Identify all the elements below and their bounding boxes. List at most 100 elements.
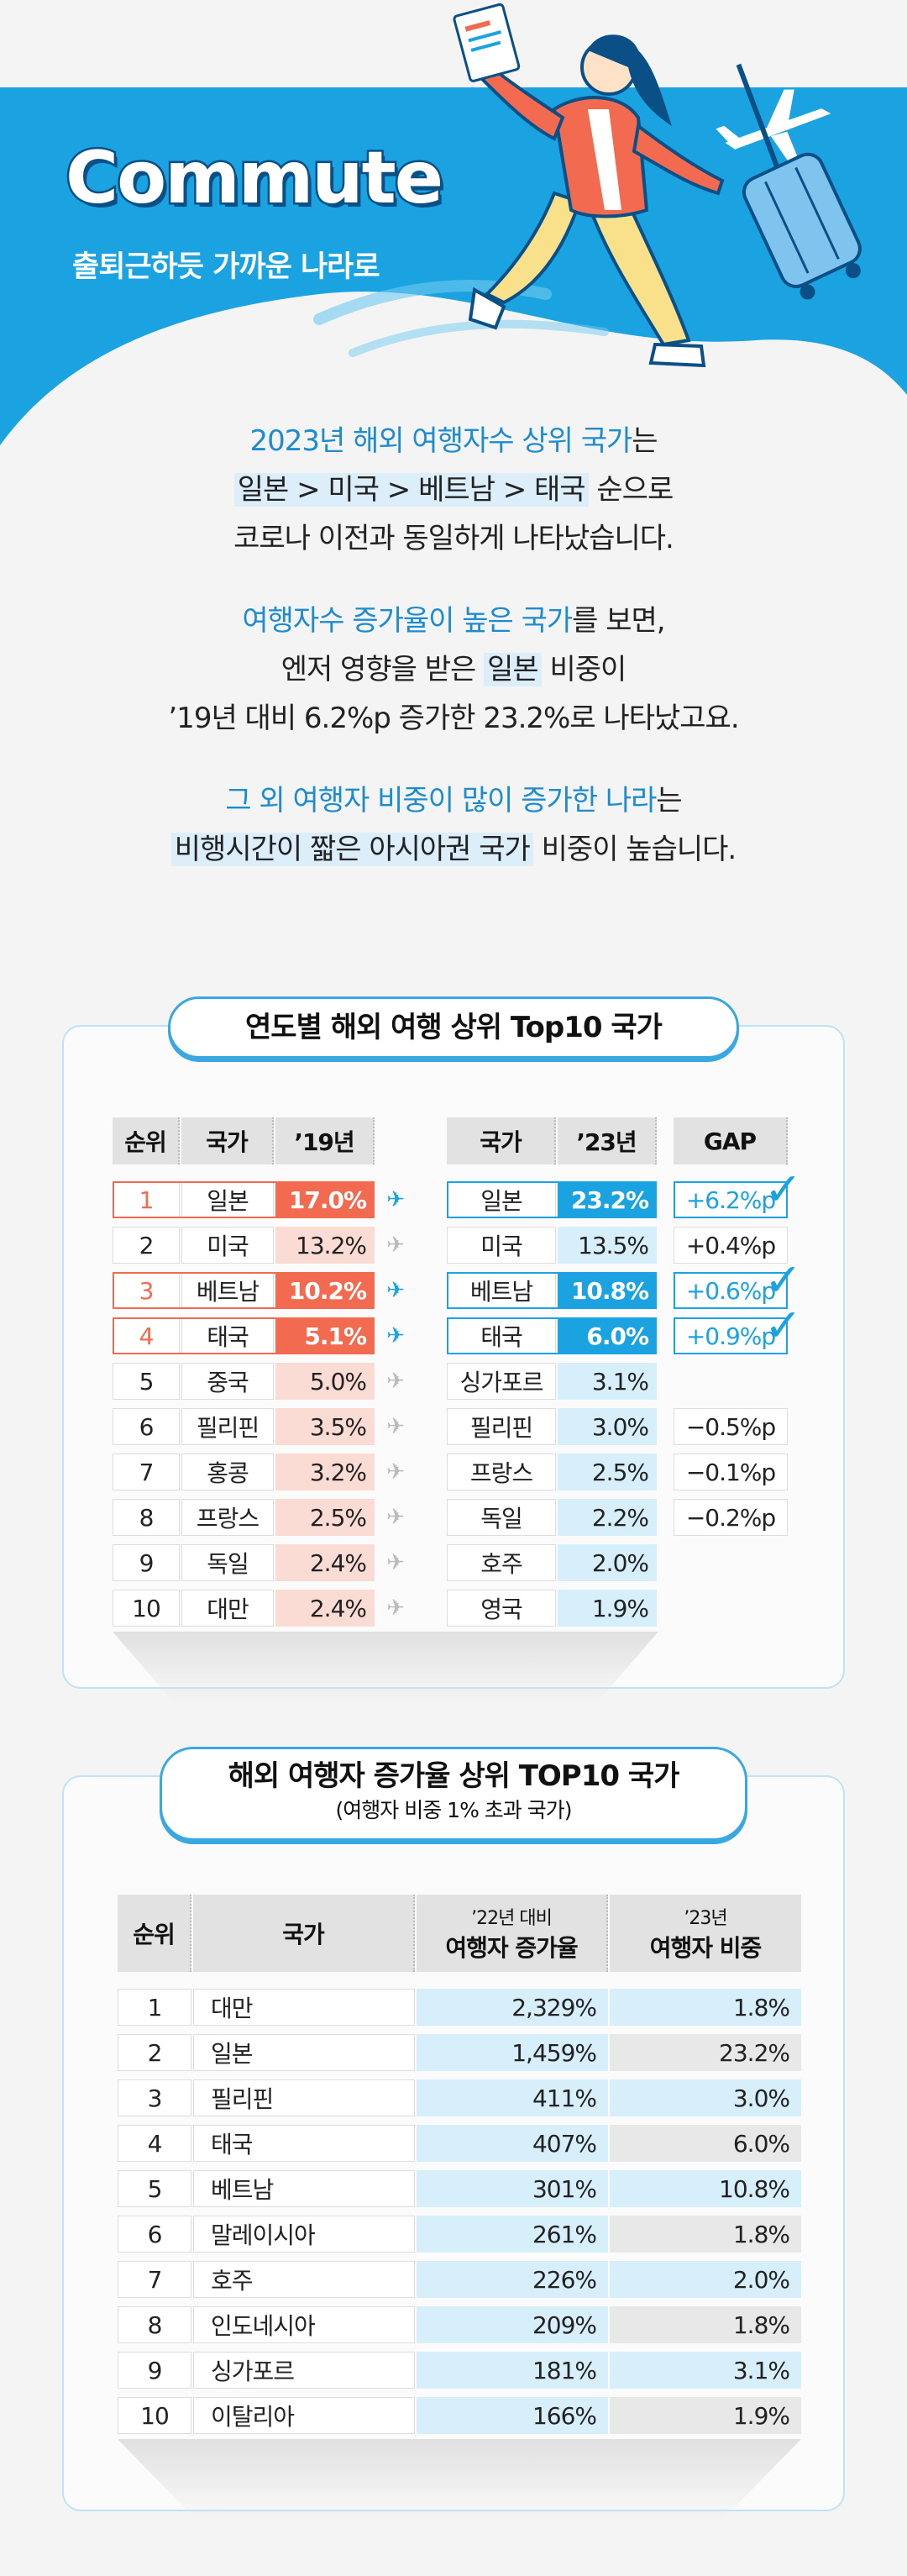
table1-gap: +6.2%p <box>674 1181 788 1218</box>
table2-growth: 181% <box>417 2352 608 2389</box>
table2-country: 태국 <box>193 2125 415 2162</box>
table1-rank: 4 <box>113 1317 180 1354</box>
table1-country19: 대만 <box>181 1590 274 1627</box>
table2-country: 필리핀 <box>193 2079 415 2116</box>
table1-gap: +0.9%p <box>674 1317 788 1354</box>
table2-share: 1.8% <box>610 2216 801 2253</box>
table1-value23: 23.2% <box>558 1181 657 1218</box>
table1-header-country2: 국가 <box>447 1117 556 1164</box>
table2-country: 일본 <box>193 2034 415 2071</box>
table2-share: 6.0% <box>610 2125 801 2162</box>
table2-header-growth: ’22년 대비 여행자 증가율 <box>417 1895 608 1972</box>
table1-value19: 3.2% <box>275 1454 375 1490</box>
table2-rank: 7 <box>118 2261 191 2298</box>
table1-value19: 17.0% <box>275 1181 375 1218</box>
plane-arrow-icon: ✈ <box>386 1278 405 1303</box>
intro-text-span: 순으로 <box>588 473 674 507</box>
table1-value19: 13.2% <box>275 1227 375 1264</box>
table1-header-gap: GAP <box>674 1117 788 1164</box>
table2-growth: 166% <box>417 2397 608 2434</box>
table2-country: 대만 <box>193 1989 415 2026</box>
table2-country: 이탈리아 <box>193 2397 415 2434</box>
table2-growth: 209% <box>417 2306 608 2343</box>
intro-text-span: 는 <box>656 784 682 817</box>
table1-country23: 프랑스 <box>447 1454 556 1490</box>
table2-country: 싱가포르 <box>193 2352 415 2389</box>
table1-rank: 2 <box>113 1227 180 1264</box>
table2-header-growth-small: ’22년 대비 <box>471 1908 553 1929</box>
table2-rank: 8 <box>118 2306 191 2343</box>
table2-rank: 9 <box>118 2352 191 2389</box>
intro-highlight: 그 외 여행자 비중이 많이 증가한 나라 <box>225 784 657 817</box>
intro-text-span: 를 보면, <box>572 604 665 638</box>
plane-arrow-icon: ✈ <box>386 1369 405 1394</box>
table2-card: 해외 여행자 증가율 상위 TOP10 국가 (여행자 비중 1% 초과 국가)… <box>62 1747 847 2523</box>
table2-rank: 6 <box>118 2216 191 2253</box>
page-title: Commute <box>63 134 445 223</box>
table1-value23: 3.0% <box>558 1408 657 1445</box>
table2-header-share-small: ’23년 <box>684 1908 727 1929</box>
intro-highlight: 일본 <box>484 653 542 686</box>
table2-growth: 407% <box>417 2125 608 2162</box>
table2-growth: 226% <box>417 2261 608 2298</box>
table1-value19: 10.2% <box>275 1272 375 1309</box>
table1-header-y19: ’19년 <box>275 1117 375 1164</box>
table2-share: 1.8% <box>610 1989 801 2026</box>
table2-share: 2.0% <box>610 2261 801 2298</box>
traveler-illustration <box>453 3 725 368</box>
table1-country23: 호주 <box>447 1544 556 1581</box>
plane-arrow-icon: ✈ <box>386 1233 405 1258</box>
plane-arrow-icon: ✈ <box>386 1414 405 1439</box>
airplane-icon <box>716 89 831 162</box>
table1-gap: −0.5%p <box>674 1408 788 1445</box>
table2-rank: 5 <box>118 2170 191 2207</box>
table2-header-country: 국가 <box>193 1895 415 1972</box>
table1-country23: 독일 <box>447 1499 556 1536</box>
table2-rank: 4 <box>118 2125 191 2162</box>
table2-share: 1.9% <box>610 2397 801 2434</box>
table1-rank: 6 <box>113 1408 180 1445</box>
table1-rank: 7 <box>113 1454 180 1490</box>
table2-title-box: 해외 여행자 증가율 상위 TOP10 국가 (여행자 비중 1% 초과 국가) <box>160 1747 747 1841</box>
table1-gap: +0.4%p <box>674 1227 788 1264</box>
plane-arrow-icon: ✈ <box>386 1596 405 1621</box>
table2-growth: 301% <box>417 2170 608 2207</box>
plane-arrow-icon: ✈ <box>386 1505 405 1530</box>
table2-country: 베트남 <box>193 2170 415 2207</box>
table2-rank: 10 <box>118 2397 191 2434</box>
checkmark-icon: ✓ <box>764 1299 803 1352</box>
table1-country23: 베트남 <box>447 1272 556 1309</box>
table1-value19: 2.4% <box>275 1544 375 1581</box>
intro-line: 코로나 이전과 동일하게 나타났습니다. <box>233 522 674 555</box>
intro-highlight: 일본 > 미국 > 베트남 > 태국 <box>233 473 589 507</box>
table2-share: 3.0% <box>610 2079 801 2116</box>
table2-title: 해외 여행자 증가율 상위 TOP10 국가 <box>228 1759 680 1793</box>
table1-value23: 2.2% <box>558 1499 657 1536</box>
table1-value23: 13.5% <box>558 1227 657 1264</box>
top10-year-table: 순위 국가 ’19년 국가 ’23년 GAP 1 일본 17.0% ✈ 일본 23.2% +6.2%p ✓… <box>64 1027 847 1707</box>
table1-country19: 미국 <box>181 1227 274 1264</box>
table1-country19: 일본 <box>181 1181 274 1218</box>
table1-header-rank: 순위 <box>113 1117 180 1164</box>
hero-banner: Commute 출퇴근하듯 가까운 나라로 <box>0 0 907 471</box>
table1-value23: 1.9% <box>558 1590 657 1627</box>
suitcase-icon <box>736 63 862 300</box>
intro-line: ’19년 대비 6.2%p 증가한 23.2%로 나타났고요. <box>168 702 739 735</box>
page-subtitle: 출퇴근하듯 가까운 나라로 <box>72 250 380 284</box>
table2-rank: 2 <box>118 2034 191 2071</box>
table1-gap: +0.6%p <box>674 1272 788 1309</box>
table1-country19: 베트남 <box>181 1272 274 1309</box>
table1-value19: 5.0% <box>275 1363 375 1400</box>
table2-growth: 261% <box>417 2216 608 2253</box>
intro-text-span: 비중이 <box>541 653 627 686</box>
table1-country23: 태국 <box>447 1317 556 1354</box>
table1-gap: −0.1%p <box>674 1454 788 1490</box>
growth-top10-table: 순위 국가 ’22년 대비 여행자 증가율 ’23년 여행자 비중 1 대만 2,329% 1.8… <box>64 1777 847 2523</box>
table1-country19: 필리핀 <box>181 1408 274 1445</box>
table1-value23: 2.0% <box>558 1544 657 1581</box>
table2-header-share: ’23년 여행자 비중 <box>610 1895 801 1972</box>
checkmark-icon: ✓ <box>764 1163 803 1216</box>
table1-country23: 미국 <box>447 1227 556 1264</box>
plane-arrow-icon: ✈ <box>386 1323 405 1348</box>
table1-rank: 1 <box>113 1181 180 1218</box>
